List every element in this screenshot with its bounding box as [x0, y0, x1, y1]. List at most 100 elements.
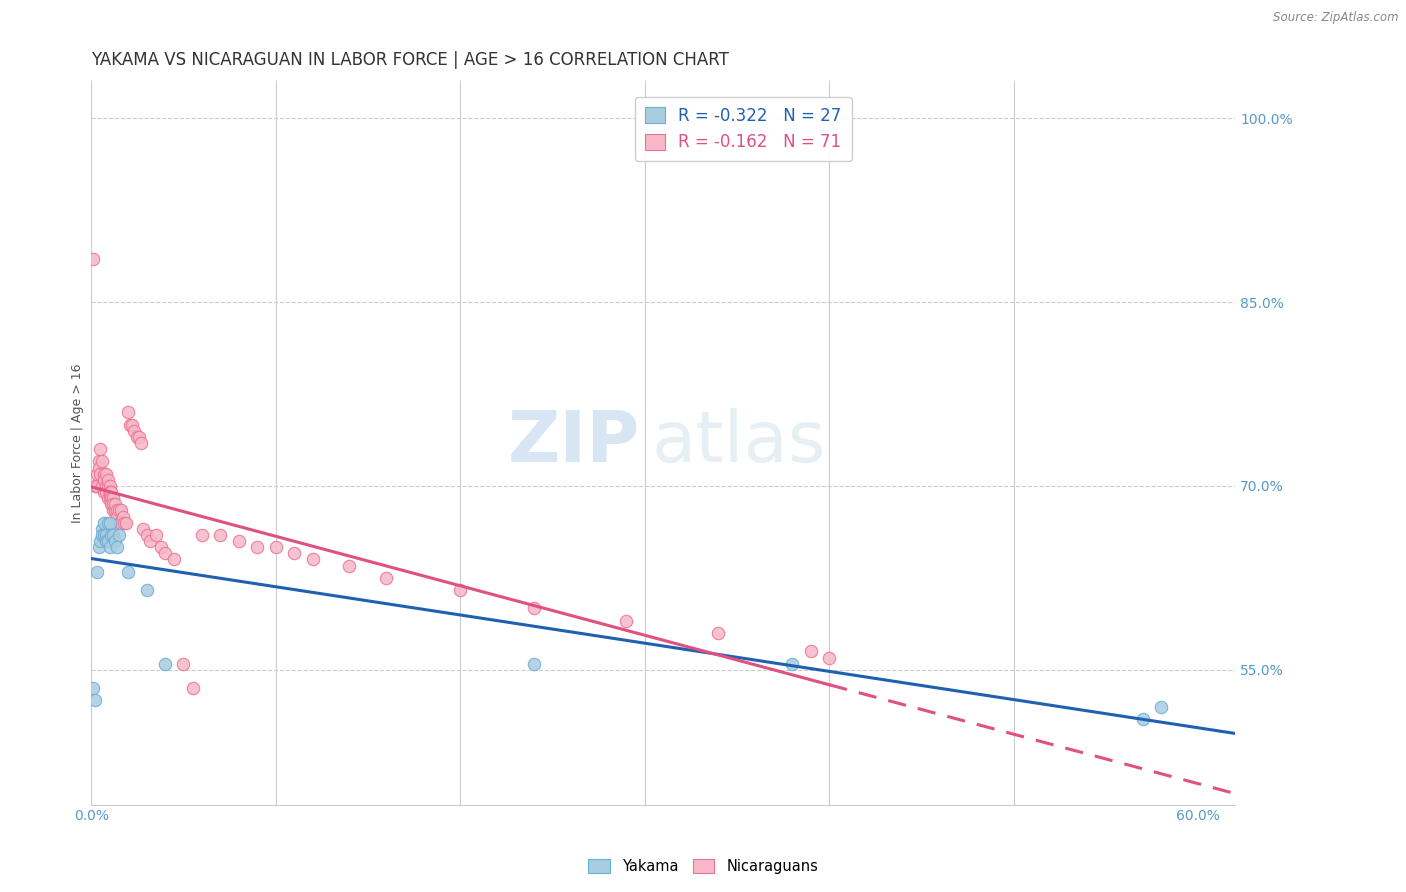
- Point: [91, 479, 114, 493]
- Point: [375, 571, 398, 585]
- Point: [83, 479, 105, 493]
- Point: [117, 565, 139, 579]
- Point: [103, 503, 125, 517]
- Point: [105, 503, 128, 517]
- Point: [110, 503, 132, 517]
- Point: [100, 528, 122, 542]
- Point: [100, 485, 122, 500]
- Point: [105, 509, 128, 524]
- Point: [163, 552, 186, 566]
- Point: [782, 657, 804, 671]
- Point: [89, 534, 111, 549]
- Text: ZIP: ZIP: [508, 409, 640, 477]
- Point: [86, 479, 108, 493]
- Point: [97, 479, 120, 493]
- Point: [98, 485, 121, 500]
- Point: [103, 497, 125, 511]
- Point: [82, 252, 104, 266]
- Point: [93, 528, 115, 542]
- Point: [523, 657, 546, 671]
- Point: [139, 534, 162, 549]
- Point: [145, 528, 167, 542]
- Point: [228, 534, 250, 549]
- Point: [87, 460, 110, 475]
- Point: [301, 552, 323, 566]
- Point: [89, 467, 111, 481]
- Point: [135, 528, 157, 542]
- Point: [89, 442, 111, 456]
- Point: [132, 522, 155, 536]
- Text: Source: ZipAtlas.com: Source: ZipAtlas.com: [1274, 11, 1399, 24]
- Point: [264, 540, 287, 554]
- Point: [707, 626, 730, 640]
- Point: [122, 424, 145, 438]
- Legend: Yakama, Nicaraguans: Yakama, Nicaraguans: [582, 854, 824, 880]
- Point: [104, 503, 127, 517]
- Point: [97, 491, 120, 505]
- Point: [91, 522, 114, 536]
- Point: [172, 657, 194, 671]
- Point: [127, 430, 149, 444]
- Text: atlas: atlas: [652, 409, 827, 477]
- Point: [100, 497, 122, 511]
- Point: [121, 417, 143, 432]
- Point: [86, 565, 108, 579]
- Point: [87, 454, 110, 468]
- Point: [97, 516, 120, 530]
- Point: [91, 454, 114, 468]
- Point: [98, 479, 121, 493]
- Point: [91, 528, 114, 542]
- Point: [800, 644, 823, 658]
- Point: [94, 467, 117, 481]
- Point: [83, 693, 105, 707]
- Point: [94, 528, 117, 542]
- Point: [97, 534, 120, 549]
- Point: [93, 467, 115, 481]
- Point: [111, 509, 134, 524]
- Point: [150, 540, 173, 554]
- Y-axis label: In Labor Force | Age > 16: In Labor Force | Age > 16: [72, 363, 84, 523]
- Point: [103, 491, 125, 505]
- Point: [129, 436, 152, 450]
- Point: [153, 657, 176, 671]
- Point: [98, 491, 121, 505]
- Point: [93, 473, 115, 487]
- Point: [94, 534, 117, 549]
- Point: [449, 583, 471, 598]
- Point: [1150, 699, 1173, 714]
- Point: [82, 681, 104, 695]
- Point: [153, 546, 176, 560]
- Point: [94, 479, 117, 493]
- Text: YAKAMA VS NICARAGUAN IN LABOR FORCE | AGE > 16 CORRELATION CHART: YAKAMA VS NICARAGUAN IN LABOR FORCE | AG…: [91, 51, 730, 69]
- Point: [191, 528, 214, 542]
- Point: [1132, 712, 1154, 726]
- Point: [97, 473, 120, 487]
- Point: [246, 540, 269, 554]
- Point: [135, 583, 157, 598]
- Point: [98, 485, 121, 500]
- Point: [93, 516, 115, 530]
- Legend: R = -0.322   N = 27, R = -0.162   N = 71: R = -0.322 N = 27, R = -0.162 N = 71: [636, 97, 852, 161]
- Point: [118, 417, 141, 432]
- Point: [523, 601, 546, 615]
- Point: [108, 528, 131, 542]
- Point: [87, 540, 110, 554]
- Point: [110, 516, 132, 530]
- Point: [283, 546, 305, 560]
- Point: [108, 516, 131, 530]
- Point: [103, 528, 125, 542]
- Point: [94, 485, 117, 500]
- Point: [128, 430, 150, 444]
- Point: [614, 614, 637, 628]
- Point: [104, 497, 127, 511]
- Point: [93, 485, 115, 500]
- Point: [818, 650, 841, 665]
- Point: [339, 558, 361, 573]
- Point: [100, 491, 122, 505]
- Point: [86, 467, 108, 481]
- Point: [209, 528, 232, 542]
- Point: [108, 503, 131, 517]
- Point: [105, 540, 128, 554]
- Point: [181, 681, 204, 695]
- Point: [117, 405, 139, 419]
